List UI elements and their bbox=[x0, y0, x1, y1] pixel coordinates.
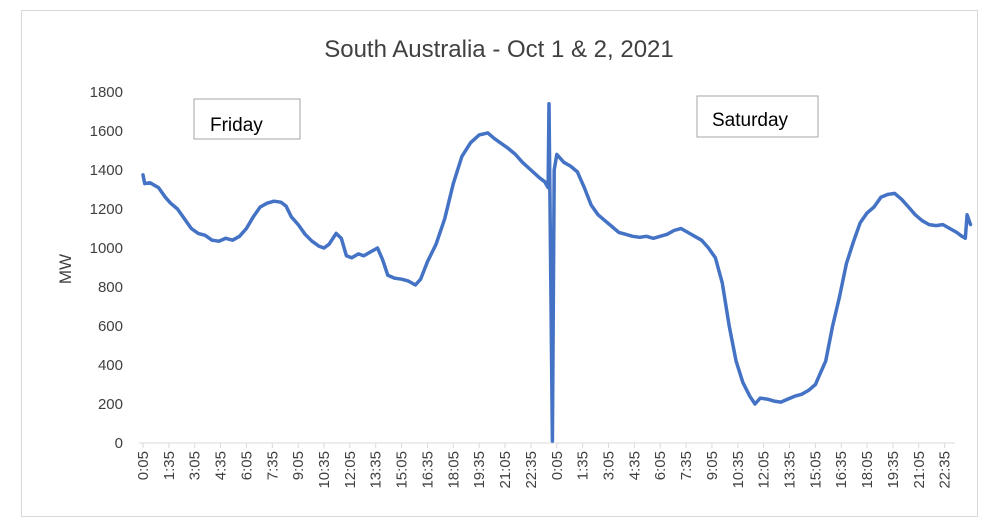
x-tick-label: 22:35 bbox=[523, 451, 540, 489]
x-tick-label: 4:35 bbox=[213, 451, 230, 480]
x-tick-label: 9:05 bbox=[290, 451, 307, 480]
y-tick-label: 1800 bbox=[90, 84, 123, 101]
x-tick-label: 21:05 bbox=[497, 451, 514, 489]
y-tick-label: 1600 bbox=[90, 123, 123, 140]
y-tick-label: 200 bbox=[98, 396, 123, 413]
y-tick-label: 0 bbox=[115, 435, 123, 452]
x-tick-label: 18:05 bbox=[445, 451, 462, 489]
y-axis: 0 200 400 600 800 1000 1200 1400 1600 1800 bbox=[90, 84, 123, 452]
annotation-saturday: Saturday bbox=[696, 95, 819, 138]
x-tick-label: 16:35 bbox=[833, 451, 850, 489]
x-tick-label: 7:35 bbox=[678, 451, 695, 480]
x-tick-label: 3:05 bbox=[600, 451, 617, 480]
y-tick-label: 600 bbox=[98, 318, 123, 335]
x-tick-label: 9:05 bbox=[704, 451, 721, 480]
x-tick-label: 18:05 bbox=[859, 451, 876, 489]
chart-title: South Australia - Oct 1 & 2, 2021 bbox=[324, 36, 674, 63]
x-tick-label: 13:35 bbox=[781, 451, 798, 489]
annotation-friday: Friday bbox=[193, 98, 301, 140]
annotation-saturday-text: Saturday bbox=[712, 110, 789, 131]
x-tick-label: 0:05 bbox=[135, 451, 152, 480]
x-tick-label: 21:05 bbox=[911, 451, 928, 489]
x-tick-label: 1:35 bbox=[575, 451, 592, 480]
x-tick-label: 12:05 bbox=[342, 451, 359, 489]
series-line bbox=[141, 101, 973, 443]
x-tick-label: 6:05 bbox=[652, 451, 669, 480]
x-tick-label: 22:35 bbox=[937, 451, 954, 489]
x-tick-label: 0:05 bbox=[549, 451, 566, 480]
x-tick-label: 13:35 bbox=[368, 451, 385, 489]
x-tick-label: 4:35 bbox=[626, 451, 643, 480]
annotation-friday-box bbox=[193, 98, 301, 140]
x-axis: 0:05 1:35 3:05 4:35 6:05 7:35 9:05 10:35 12:05 13… bbox=[135, 442, 955, 489]
y-tick-label: 1200 bbox=[90, 201, 123, 218]
y-tick-label: 400 bbox=[98, 357, 123, 374]
x-tick-label: 7:35 bbox=[264, 451, 281, 480]
x-tick-label: 10:35 bbox=[316, 451, 333, 489]
y-axis-label: MW bbox=[56, 254, 75, 284]
chart-frame bbox=[21, 10, 978, 517]
x-tick-label: 1:35 bbox=[161, 451, 178, 480]
y-tick-label: 1000 bbox=[90, 240, 123, 257]
x-tick-label: 6:05 bbox=[238, 451, 255, 480]
annotation-saturday-box bbox=[696, 95, 819, 138]
annotation-friday-text: Friday bbox=[210, 115, 263, 136]
x-tick-label: 10:35 bbox=[730, 451, 747, 489]
x-tick-label: 3:05 bbox=[187, 451, 204, 480]
y-tick-label: 800 bbox=[98, 279, 123, 296]
x-tick-label: 15:05 bbox=[394, 451, 411, 489]
x-tick-label: 19:35 bbox=[885, 451, 902, 489]
x-tick-label: 15:05 bbox=[807, 451, 824, 489]
x-tick-label: 16:35 bbox=[419, 451, 436, 489]
x-tick-label: 12:05 bbox=[756, 451, 773, 489]
x-tick-label: 19:35 bbox=[471, 451, 488, 489]
y-tick-label: 1400 bbox=[90, 162, 123, 179]
